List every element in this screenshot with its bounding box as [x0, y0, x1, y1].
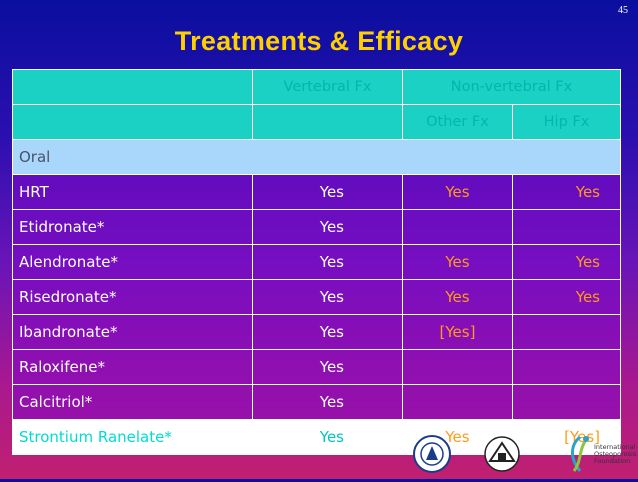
- treatment-name: Ibandronate*: [12, 314, 253, 350]
- table-row: Strontium Ranelate* Yes Yes [Yes]: [12, 419, 621, 455]
- other-fx-cell: Yes: [402, 244, 513, 280]
- hip-fx-cell: Yes: [512, 279, 621, 315]
- vertebral-cell: Yes: [252, 349, 403, 385]
- other-fx-cell: Yes: [402, 279, 513, 315]
- vertebral-cell: Yes: [252, 174, 403, 210]
- other-fx-cell: [402, 384, 513, 420]
- table-row: Raloxifene* Yes: [12, 349, 621, 385]
- table-row: Alendronate* Yes Yes Yes: [12, 244, 621, 280]
- header-nonvertebral: Non-vertebral Fx: [402, 69, 621, 105]
- table-row: Risedronate* Yes Yes Yes: [12, 279, 621, 315]
- treatment-name: Etidronate*: [12, 209, 253, 245]
- vertebral-cell: Yes: [252, 244, 403, 280]
- header-empty-cell: [12, 69, 253, 105]
- vertebral-cell: Yes: [252, 384, 403, 420]
- treatment-name: Calcitriol*: [12, 384, 253, 420]
- vertebral-cell: Yes: [252, 279, 403, 315]
- hip-fx-cell: Yes: [512, 244, 621, 280]
- table-row: Etidronate* Yes: [12, 209, 621, 245]
- iof-label: International Osteoporosis Foundation: [594, 444, 636, 465]
- iof-label-line: Foundation: [594, 457, 631, 465]
- other-fx-cell: [Yes]: [402, 314, 513, 350]
- hip-fx-cell: Yes: [512, 174, 621, 210]
- section-label: Oral: [12, 139, 621, 175]
- treatment-name: HRT: [12, 174, 253, 210]
- table-row: Calcitriol* Yes: [12, 384, 621, 420]
- treatment-name: Alendronate*: [12, 244, 253, 280]
- iof-logo-icon: [571, 435, 590, 472]
- logo-strip: [413, 435, 590, 473]
- table-header-row-1: Vertebral Fx Non-vertebral Fx: [12, 69, 621, 105]
- vertebral-cell: Yes: [252, 314, 403, 350]
- header-hip-fx: Hip Fx: [512, 104, 621, 140]
- section-row-oral: Oral: [12, 139, 621, 175]
- hip-fx-cell: [512, 384, 621, 420]
- header-empty-cell: [12, 104, 253, 140]
- header-vertebral: Vertebral Fx: [252, 69, 403, 105]
- footer-logos: International Osteoporosis Foundation: [410, 431, 636, 477]
- slide-title: Treatments & Efficacy: [174, 26, 464, 56]
- association-logo-icon: [484, 436, 520, 472]
- university-seal-icon: [413, 435, 451, 473]
- other-fx-cell: [402, 209, 513, 245]
- vertebral-cell: Yes: [252, 209, 403, 245]
- hip-fx-cell: [Yes]: [512, 419, 621, 455]
- table-row: HRT Yes Yes Yes: [12, 174, 621, 210]
- hip-fx-cell: [512, 314, 621, 350]
- treatment-name: Strontium Ranelate*: [12, 419, 253, 455]
- page-number: 45: [618, 5, 628, 16]
- other-fx-cell: [402, 349, 513, 385]
- header-empty-cell: [252, 104, 403, 140]
- table-row: Ibandronate* Yes [Yes]: [12, 314, 621, 350]
- iof-label-line: International: [594, 443, 636, 451]
- hip-fx-cell: [512, 209, 621, 245]
- hip-fx-cell: [512, 349, 621, 385]
- table-header-row-2: Other Fx Hip Fx: [12, 104, 621, 140]
- vertebral-cell: Yes: [252, 419, 403, 455]
- treatment-name: Risedronate*: [12, 279, 253, 315]
- efficacy-table: Vertebral Fx Non-vertebral Fx Other Fx H…: [12, 69, 621, 455]
- header-other-fx: Other Fx: [402, 104, 513, 140]
- other-fx-cell: Yes: [402, 174, 513, 210]
- iof-label-line: Osteoporosis: [594, 450, 637, 458]
- treatment-name: Raloxifene*: [12, 349, 253, 385]
